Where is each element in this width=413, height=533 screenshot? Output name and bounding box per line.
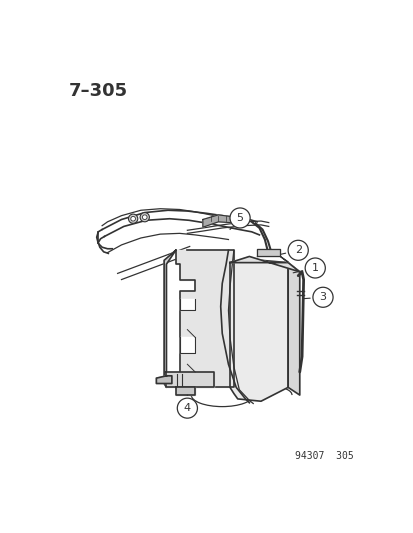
Polygon shape <box>176 387 195 395</box>
Polygon shape <box>202 215 243 227</box>
Circle shape <box>131 216 135 221</box>
Polygon shape <box>230 260 287 401</box>
Polygon shape <box>164 251 176 387</box>
Circle shape <box>142 215 147 220</box>
Polygon shape <box>176 251 233 387</box>
Polygon shape <box>179 299 195 310</box>
Polygon shape <box>230 256 299 272</box>
Circle shape <box>140 213 149 222</box>
Text: 7–305: 7–305 <box>69 82 128 100</box>
Circle shape <box>287 240 308 260</box>
Polygon shape <box>280 256 287 263</box>
Polygon shape <box>156 376 171 384</box>
Polygon shape <box>166 372 214 387</box>
Circle shape <box>128 214 138 223</box>
Text: 3: 3 <box>319 292 326 302</box>
Text: 94307  305: 94307 305 <box>294 450 353 461</box>
Circle shape <box>177 398 197 418</box>
Polygon shape <box>256 249 280 256</box>
Circle shape <box>312 287 332 308</box>
Polygon shape <box>179 337 195 353</box>
Circle shape <box>304 258 325 278</box>
Circle shape <box>230 208 249 228</box>
Text: 2: 2 <box>294 245 301 255</box>
Polygon shape <box>287 263 299 395</box>
Text: 5: 5 <box>236 213 243 223</box>
Text: 1: 1 <box>311 263 318 273</box>
Text: 4: 4 <box>183 403 190 413</box>
